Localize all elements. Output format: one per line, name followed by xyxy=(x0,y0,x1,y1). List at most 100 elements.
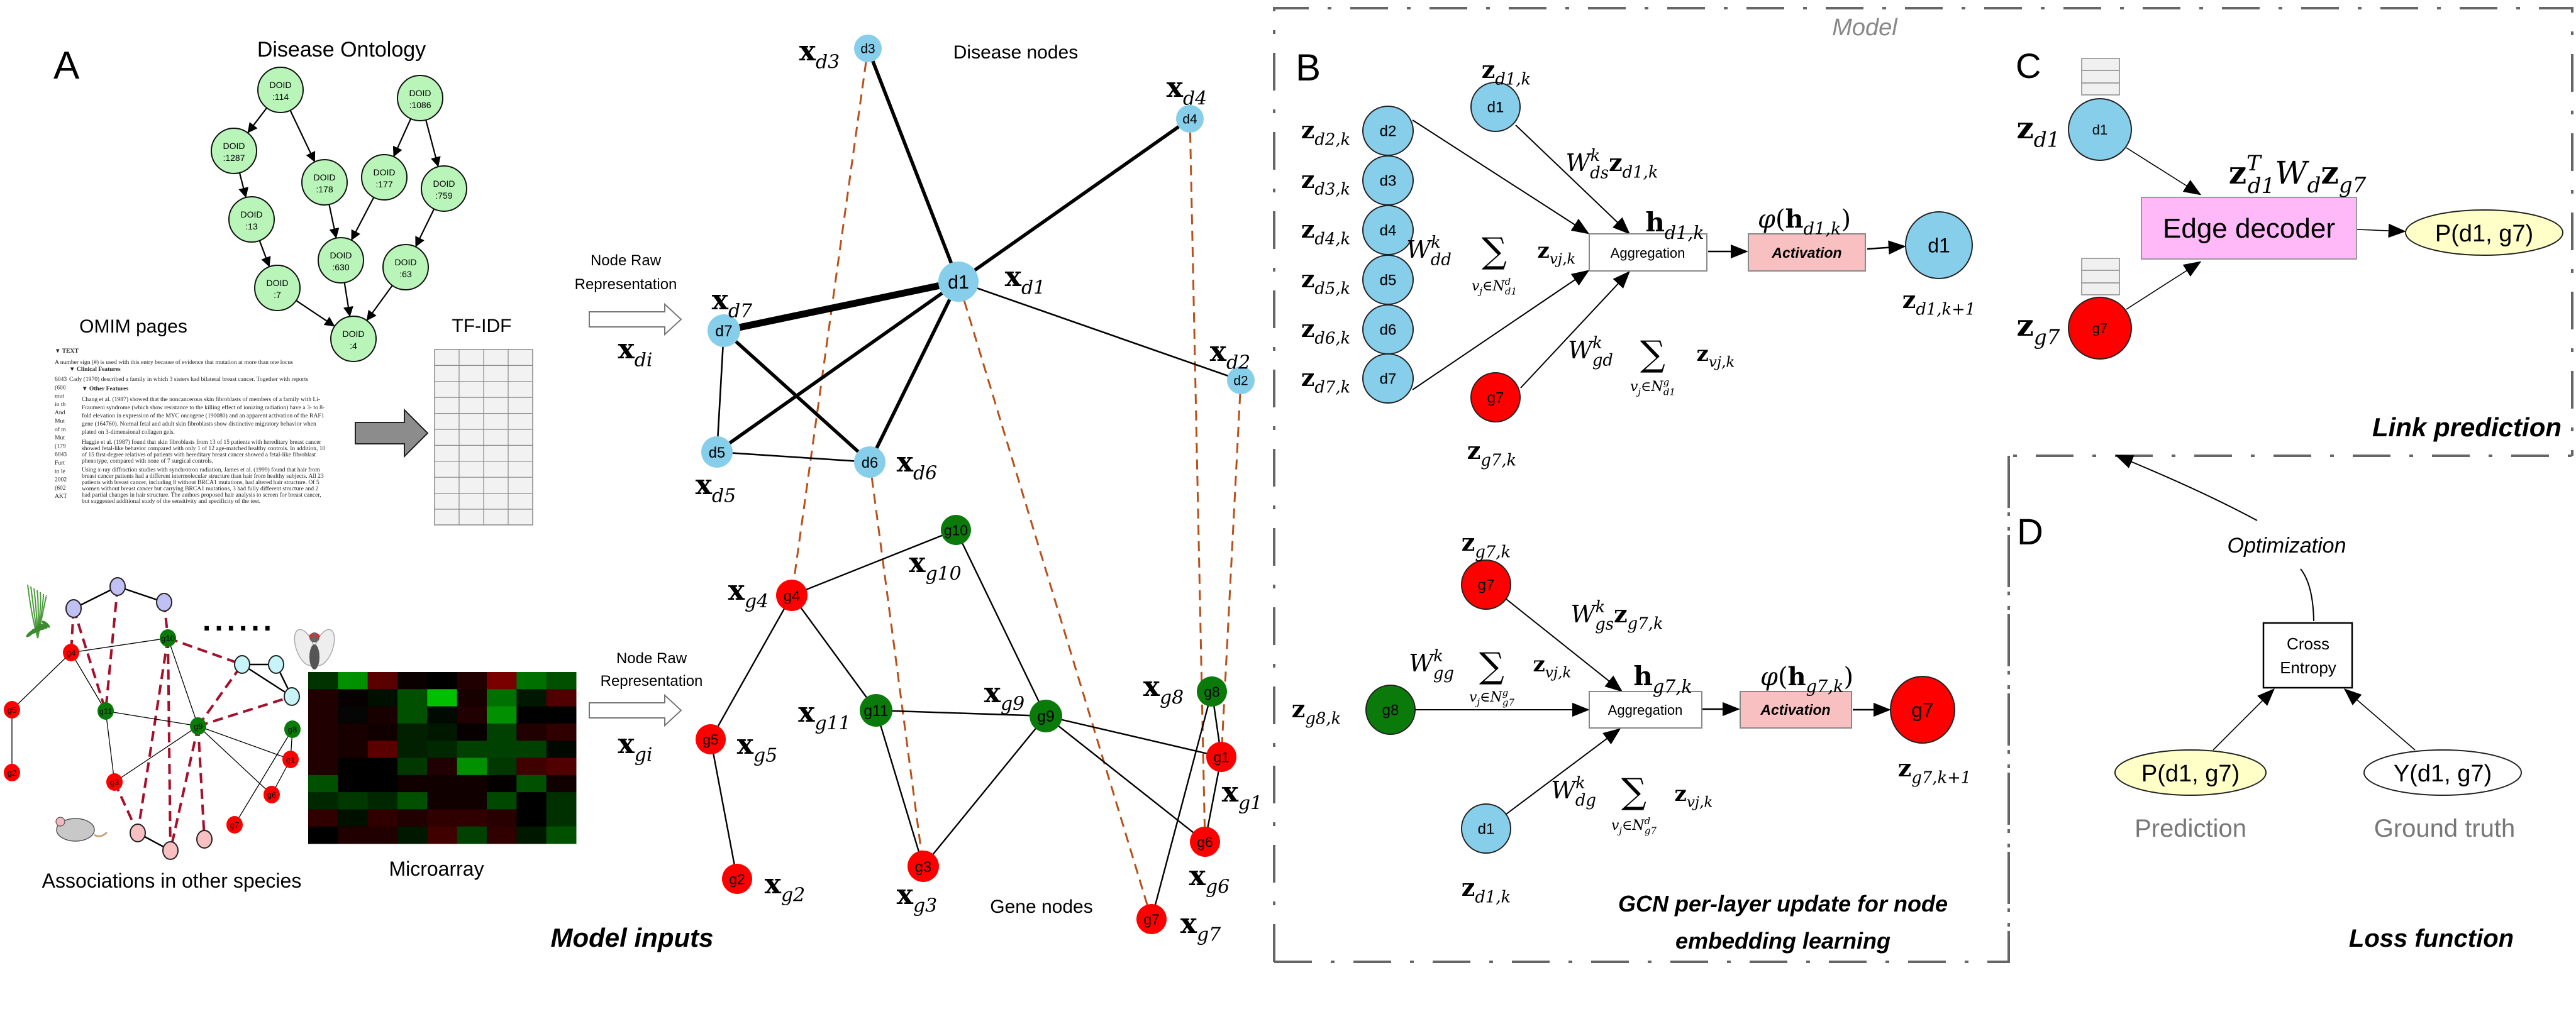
arrow-decoder-output xyxy=(2357,223,2406,238)
dg-embedding-label-part: z xyxy=(1675,781,1687,807)
graph-node-d1 xyxy=(938,262,979,302)
ontology-node-id: :7 xyxy=(274,290,281,300)
microarray-cell xyxy=(487,706,517,724)
plant-gene-node xyxy=(156,593,172,612)
dd-sum-symbol: ∑ xyxy=(1482,231,1507,272)
mouse-tail xyxy=(94,831,108,837)
neighbor-node-d7 xyxy=(1362,353,1414,404)
microarray-cell xyxy=(338,689,369,707)
dd-embedding-label-part: z xyxy=(1538,238,1550,263)
ontology-node-id: :1287 xyxy=(223,153,245,163)
self-embedding-label: zg7,k xyxy=(1462,528,1511,562)
gene-embedding-label-part: z xyxy=(2017,308,2034,343)
model-frame xyxy=(1273,7,2573,962)
fly-gene-node xyxy=(284,687,300,706)
graph-node-g1 xyxy=(1206,742,1236,772)
graph-edge xyxy=(709,595,793,740)
arrow-self xyxy=(1506,598,1623,692)
omim-background-text: (602 xyxy=(55,485,66,492)
graph-node-label: d6 xyxy=(862,455,878,471)
microarray-cell xyxy=(516,741,547,758)
self-term-label-part: W xyxy=(1571,600,1597,628)
microarray-cell xyxy=(546,826,577,844)
microarray-cell xyxy=(338,774,369,793)
ground-truth-value: Y(d1, g7) xyxy=(2394,761,2492,787)
feature-label-g7: xg7 xyxy=(1180,908,1221,945)
ontology-edge-arrow xyxy=(328,204,340,239)
species-association-dash xyxy=(72,608,107,712)
graph-node-label: g10 xyxy=(944,522,968,538)
microarray-cell xyxy=(367,689,398,707)
gg-range-label-part: ∈ xyxy=(1480,690,1490,705)
omim-text-line: showed fetal-like behavior compared with… xyxy=(82,445,326,452)
graph-node-d2 xyxy=(1227,366,1255,394)
microarray-cell xyxy=(308,826,338,844)
aggregation-label: Aggregation xyxy=(1611,245,1685,261)
feature-label-g7-part: g7 xyxy=(1197,923,1221,945)
disease-embedding-label: zd1 xyxy=(2017,111,2060,152)
loss-function-title: Loss function xyxy=(2349,925,2514,952)
omim-text-line: of 15 first-degree relatives of patients… xyxy=(82,451,316,458)
graph-edge xyxy=(1045,715,1206,842)
ontology-node xyxy=(421,165,467,212)
graph-node-g5 xyxy=(696,724,726,754)
panel-d-letter: D xyxy=(2017,512,2043,553)
self-term-label-part: ds xyxy=(1590,163,1609,182)
disease-embedding-label-part: d1 xyxy=(2034,128,2060,152)
ontology-node-label: DOID xyxy=(267,278,289,288)
microarray-cell xyxy=(338,741,369,758)
graph-node-label: d2 xyxy=(1233,374,1248,389)
decoder-formula-part: W xyxy=(2275,155,2309,191)
microarray-cell xyxy=(367,723,398,741)
output-embedding-label-part: d1,k+1 xyxy=(1916,300,1975,319)
microarray-cell xyxy=(397,723,428,741)
species-edge xyxy=(105,710,199,727)
node-raw-representation-arrow-icon xyxy=(589,302,682,336)
ontology-edge-arrow xyxy=(343,282,353,317)
species-edge xyxy=(242,663,292,698)
edge-decoder-label: Edge decoder xyxy=(2163,213,2335,244)
microarray-cell xyxy=(367,792,398,810)
omim-background-text: mut xyxy=(55,393,64,400)
activation-box xyxy=(1740,691,1852,729)
omim-text-line: women without breast cancer but carrying… xyxy=(82,485,318,492)
graph-node-label: g11 xyxy=(863,703,888,720)
activation-formula: φ(hd1,k) xyxy=(1758,204,1851,239)
output-embedding-label: zd1,k+1 xyxy=(1902,285,1976,319)
dd-range-label-part: j xyxy=(1477,285,1482,297)
prediction-ellipse xyxy=(2114,749,2267,796)
plant-icon xyxy=(26,584,50,639)
graph-edge xyxy=(875,710,924,867)
microarray-cell xyxy=(427,809,458,827)
species-human-gene-label: g1 xyxy=(286,755,295,764)
self-embedding-label-part: d1,k xyxy=(1495,70,1531,89)
graph-node-label: g7 xyxy=(1143,911,1159,927)
species-edge xyxy=(114,725,199,783)
dd-embedding-label-part: vj,k xyxy=(1550,251,1576,268)
decoder-input-node-d1 xyxy=(2068,98,2132,161)
omim-text-line: Cady (1970) described a family in which … xyxy=(69,376,308,383)
microarray-cell xyxy=(516,689,547,707)
species-human-gene-node xyxy=(4,764,20,781)
microarray-cell xyxy=(338,792,369,810)
feature-label-d7-part: d7 xyxy=(728,300,752,322)
microarray-cell xyxy=(546,809,577,827)
feature-label-g11-part: x xyxy=(798,697,815,729)
microarray-cell xyxy=(516,792,547,810)
microarray-cell xyxy=(367,826,398,844)
microarray-cell xyxy=(546,774,577,793)
omim-text-line: Fraumeni syndrome (which show resistance… xyxy=(82,404,325,411)
microarray-cell xyxy=(338,826,369,844)
ontology-node-label: DOID xyxy=(270,80,292,90)
microarray-cell xyxy=(546,672,577,690)
microarray-cell xyxy=(427,792,458,810)
dg-range-label: vj∈Nd g7 xyxy=(1611,815,1657,837)
ontology-edge-arrow xyxy=(238,172,248,198)
omim-background-text: 2002 xyxy=(55,477,67,483)
gcn-title-1: GCN per-layer update for node xyxy=(1618,891,1948,917)
species-human-gene-node xyxy=(97,702,114,720)
species-human-gene-node xyxy=(4,701,20,719)
self-term-label-part: gs xyxy=(1595,615,1614,634)
feature-label-g6-part: x xyxy=(1189,860,1206,892)
